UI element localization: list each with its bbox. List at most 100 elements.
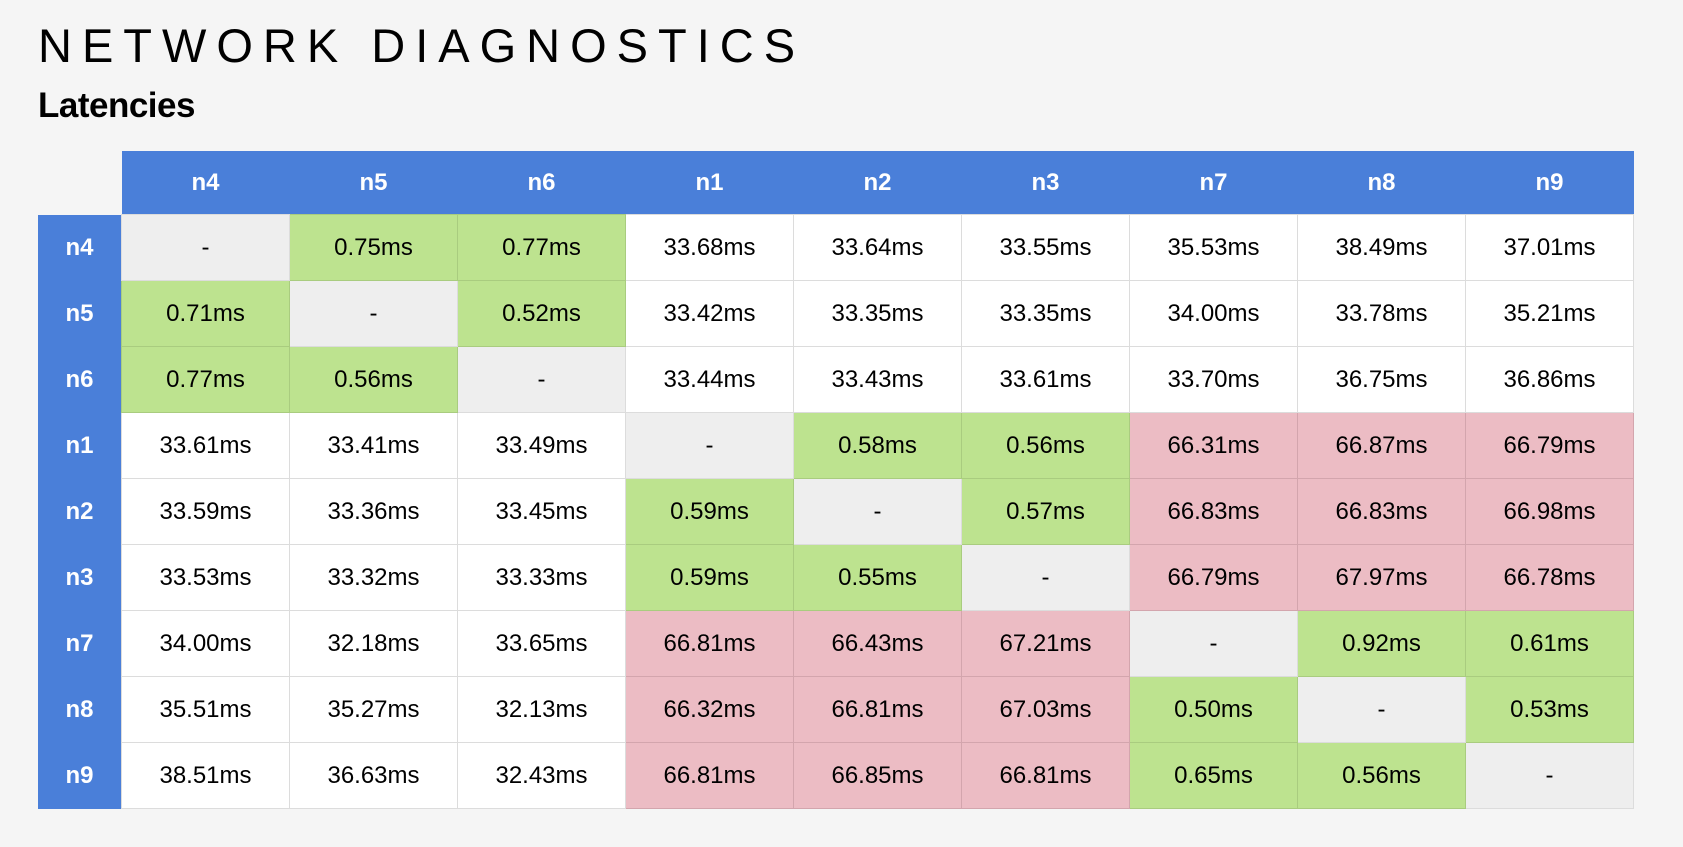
latency-cell: 0.58ms [793,412,962,479]
latency-cell: 36.75ms [1297,346,1466,413]
column-header-n1: n1 [625,151,794,215]
latency-cell: 33.64ms [793,214,962,281]
latency-cell: 0.61ms [1465,610,1634,677]
latency-cell: - [289,280,458,347]
latency-cell: 0.92ms [1297,610,1466,677]
table-row: n7 34.00ms 32.18ms 33.65ms 66.81ms 66.43ms 67.… [38,610,1634,677]
latency-cell: 66.78ms [1465,544,1634,611]
latency-cell: 33.68ms [625,214,794,281]
latency-cell: 66.81ms [625,742,794,809]
latency-cell: 33.41ms [289,412,458,479]
table-row: n6 0.77ms 0.56ms -33.44ms 33.43ms 33.61ms 33.7… [38,346,1634,413]
row-header-n9: n9 [38,742,122,809]
latency-cell: 36.86ms [1465,346,1634,413]
row-header-n1: n1 [38,412,122,479]
latency-cell: 33.59ms [121,478,290,545]
latency-cell: 67.97ms [1297,544,1466,611]
latency-cell: 0.55ms [793,544,962,611]
row-header-n5: n5 [38,280,122,347]
table-row: n3 33.53ms 33.32ms 33.33ms 0.59ms 0.55ms - 66.7… [38,544,1634,611]
latency-cell: 32.18ms [289,610,458,677]
latency-cell: 66.87ms [1297,412,1466,479]
latency-cell: 66.43ms [793,610,962,677]
latency-cell: - [961,544,1130,611]
latency-cell: 33.44ms [625,346,794,413]
row-header-n6: n6 [38,346,122,413]
latency-cell: 0.71ms [121,280,290,347]
table-row: n4-0.75ms 0.77ms 33.68ms 33.64ms 33.55ms 35.5… [38,214,1634,281]
latency-cell: 0.56ms [1297,742,1466,809]
latency-cell: 33.32ms [289,544,458,611]
latency-cell: 35.27ms [289,676,458,743]
latency-matrix: n4 n5 n6 n1 n2 n3 n7 n8 n9 n4-0.75ms 0.77ms 33.68m… [38,151,1634,809]
latency-cell: 32.43ms [457,742,626,809]
latency-cell: 66.98ms [1465,478,1634,545]
latency-cell: 0.59ms [625,478,794,545]
latency-cell: - [1129,610,1298,677]
latency-cell: 66.81ms [625,610,794,677]
latency-cell: 0.59ms [625,544,794,611]
column-header-n2: n2 [793,151,962,215]
latency-cell: 0.57ms [961,478,1130,545]
latency-cell: 0.75ms [289,214,458,281]
latency-cell: - [625,412,794,479]
latency-cell: 33.70ms [1129,346,1298,413]
latency-cell: 33.65ms [457,610,626,677]
column-header-n3: n3 [961,151,1130,215]
latency-cell: 66.81ms [793,676,962,743]
latency-cell: 33.61ms [961,346,1130,413]
latency-cell: 0.53ms [1465,676,1634,743]
latency-cell: 33.45ms [457,478,626,545]
latency-cell: 0.77ms [457,214,626,281]
table-row: n9 38.51ms 36.63ms 32.43ms 66.81ms 66.85ms 66.… [38,742,1634,809]
row-header-n4: n4 [38,214,122,281]
latency-cell: - [1297,676,1466,743]
latency-cell: 33.35ms [961,280,1130,347]
latency-cell: 0.50ms [1129,676,1298,743]
table-row: n5 0.71ms -0.52ms 33.42ms 33.35ms 33.35ms 34.0… [38,280,1634,347]
row-header-n3: n3 [38,544,122,611]
latency-cell: 66.31ms [1129,412,1298,479]
latency-cell: 66.32ms [625,676,794,743]
row-header-n8: n8 [38,676,122,743]
latency-cell: 67.03ms [961,676,1130,743]
latency-cell: 0.56ms [289,346,458,413]
latency-cell: 66.85ms [793,742,962,809]
latency-cell: 35.51ms [121,676,290,743]
row-header-n2: n2 [38,478,122,545]
latency-cell: 66.79ms [1465,412,1634,479]
latency-cell: 33.55ms [961,214,1130,281]
latency-cell: 33.43ms [793,346,962,413]
latency-cell: 37.01ms [1465,214,1634,281]
latency-cell: 33.33ms [457,544,626,611]
latency-cell: 33.36ms [289,478,458,545]
latency-cell: 0.56ms [961,412,1130,479]
row-header-n7: n7 [38,610,122,677]
latency-cell: 34.00ms [121,610,290,677]
latency-cell: 33.53ms [121,544,290,611]
latency-cell: 33.49ms [457,412,626,479]
column-header-row: n4 n5 n6 n1 n2 n3 n7 n8 n9 [38,151,1634,215]
latency-cell: 67.21ms [961,610,1130,677]
latency-cell: 0.65ms [1129,742,1298,809]
latency-cell: 35.53ms [1129,214,1298,281]
corner-cell [38,151,122,215]
latency-cell: 33.61ms [121,412,290,479]
section-title: Latencies [38,86,195,125]
column-header-n4: n4 [121,151,290,215]
table-row: n8 35.51ms 35.27ms 32.13ms 66.32ms 66.81ms 67.… [38,676,1634,743]
latency-cell: 66.83ms [1129,478,1298,545]
column-header-n7: n7 [1129,151,1298,215]
latency-cell: 35.21ms [1465,280,1634,347]
latency-cell: 66.83ms [1297,478,1466,545]
column-header-n8: n8 [1297,151,1466,215]
column-header-n5: n5 [289,151,458,215]
latency-cell: 0.52ms [457,280,626,347]
latency-cell: - [457,346,626,413]
latency-cell: 33.78ms [1297,280,1466,347]
latency-cell: - [121,214,290,281]
latency-cell: 66.81ms [961,742,1130,809]
latency-cell: 38.51ms [121,742,290,809]
column-header-n6: n6 [457,151,626,215]
page-title: NETWORK DIAGNOSTICS [38,19,806,72]
